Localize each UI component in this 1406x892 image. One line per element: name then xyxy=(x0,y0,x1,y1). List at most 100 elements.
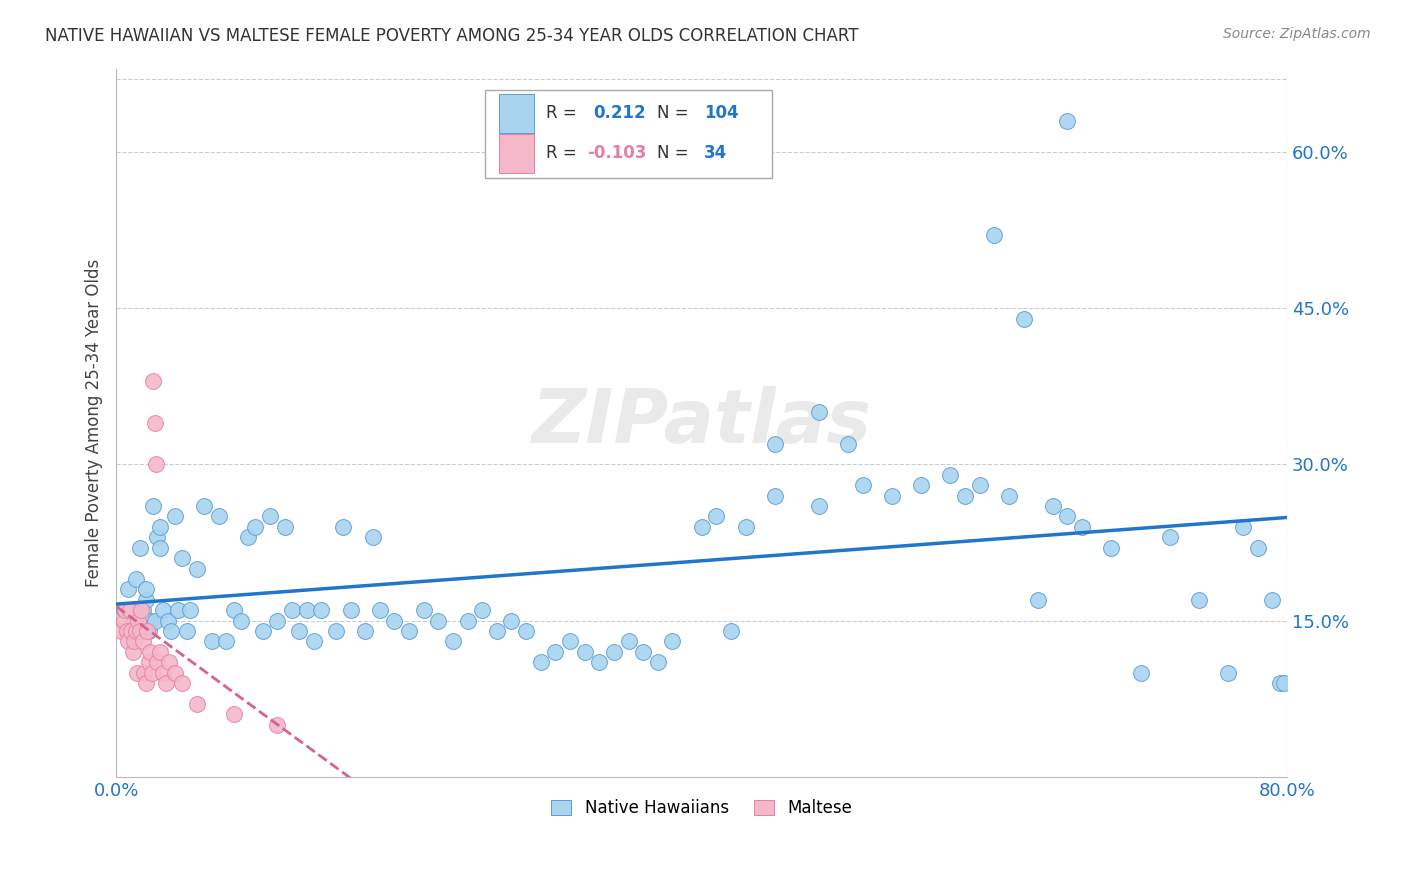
Point xyxy=(339,603,361,617)
FancyBboxPatch shape xyxy=(499,95,534,133)
Point xyxy=(574,645,596,659)
Point xyxy=(143,614,166,628)
Point xyxy=(149,645,172,659)
Point xyxy=(515,624,537,638)
Point xyxy=(398,624,420,638)
Point xyxy=(141,665,163,680)
Point xyxy=(274,520,297,534)
Text: N =: N = xyxy=(657,104,695,122)
Point xyxy=(136,624,159,638)
Point xyxy=(186,697,208,711)
FancyBboxPatch shape xyxy=(499,134,534,173)
Point xyxy=(288,624,311,638)
Point xyxy=(983,228,1005,243)
Point xyxy=(149,520,172,534)
Point xyxy=(427,614,450,628)
Point xyxy=(245,520,267,534)
Point xyxy=(302,634,325,648)
Point xyxy=(156,614,179,628)
Point xyxy=(734,520,756,534)
Text: Source: ZipAtlas.com: Source: ZipAtlas.com xyxy=(1223,27,1371,41)
Point xyxy=(120,624,142,638)
Point xyxy=(457,614,479,628)
Point xyxy=(661,634,683,648)
Point xyxy=(127,614,149,628)
Point xyxy=(807,405,830,419)
Point xyxy=(215,634,238,648)
Point xyxy=(910,478,932,492)
Point xyxy=(603,645,626,659)
Point xyxy=(157,655,180,669)
Point xyxy=(361,530,384,544)
Point xyxy=(139,645,162,659)
Point xyxy=(763,489,786,503)
Point xyxy=(953,489,976,503)
Point xyxy=(125,665,148,680)
Point xyxy=(222,603,245,617)
Point xyxy=(617,634,640,648)
Point xyxy=(704,509,727,524)
Point xyxy=(121,645,143,659)
Point xyxy=(129,624,152,638)
Point xyxy=(1026,592,1049,607)
Point xyxy=(325,624,347,638)
Point xyxy=(135,592,157,607)
Point xyxy=(139,614,162,628)
Point xyxy=(142,374,165,388)
Text: NATIVE HAWAIIAN VS MALTESE FEMALE POVERTY AMONG 25-34 YEAR OLDS CORRELATION CHAR: NATIVE HAWAIIAN VS MALTESE FEMALE POVERT… xyxy=(45,27,859,45)
Text: 34: 34 xyxy=(704,145,727,162)
Text: R =: R = xyxy=(546,145,582,162)
Point xyxy=(1099,541,1122,555)
Point xyxy=(1261,592,1284,607)
Point xyxy=(122,614,145,628)
Point xyxy=(837,436,859,450)
Point xyxy=(132,634,155,648)
Point xyxy=(135,676,157,690)
Point xyxy=(939,467,962,482)
Point xyxy=(176,624,198,638)
Point xyxy=(631,645,654,659)
Point xyxy=(720,624,742,638)
Point xyxy=(311,603,333,617)
Point xyxy=(1159,530,1181,544)
Point xyxy=(152,665,174,680)
Point xyxy=(501,614,523,628)
Point xyxy=(120,603,142,617)
Point xyxy=(179,603,201,617)
Point xyxy=(127,603,149,617)
Point xyxy=(763,436,786,450)
Point xyxy=(134,665,156,680)
Point xyxy=(172,551,194,566)
Point xyxy=(969,478,991,492)
Point xyxy=(222,707,245,722)
Point xyxy=(146,655,169,669)
Point xyxy=(1071,520,1094,534)
Point xyxy=(229,614,252,628)
Point xyxy=(368,603,391,617)
Text: R =: R = xyxy=(546,104,582,122)
Point xyxy=(193,499,215,513)
Point xyxy=(259,509,281,524)
Point xyxy=(112,603,135,617)
Point xyxy=(117,582,139,597)
Point xyxy=(152,603,174,617)
Point xyxy=(1012,311,1035,326)
Point xyxy=(149,541,172,555)
Point xyxy=(485,624,508,638)
Point xyxy=(295,603,318,617)
FancyBboxPatch shape xyxy=(485,90,772,178)
Point xyxy=(1056,113,1078,128)
Point xyxy=(281,603,304,617)
Point xyxy=(252,624,274,638)
Point xyxy=(588,655,610,669)
Point xyxy=(124,572,146,586)
Text: -0.103: -0.103 xyxy=(586,145,647,162)
Point xyxy=(1272,676,1295,690)
Point xyxy=(412,603,434,617)
Point xyxy=(544,645,567,659)
Point xyxy=(384,614,406,628)
Point xyxy=(115,624,138,638)
Point xyxy=(146,530,169,544)
Point xyxy=(142,499,165,513)
Point xyxy=(163,665,186,680)
